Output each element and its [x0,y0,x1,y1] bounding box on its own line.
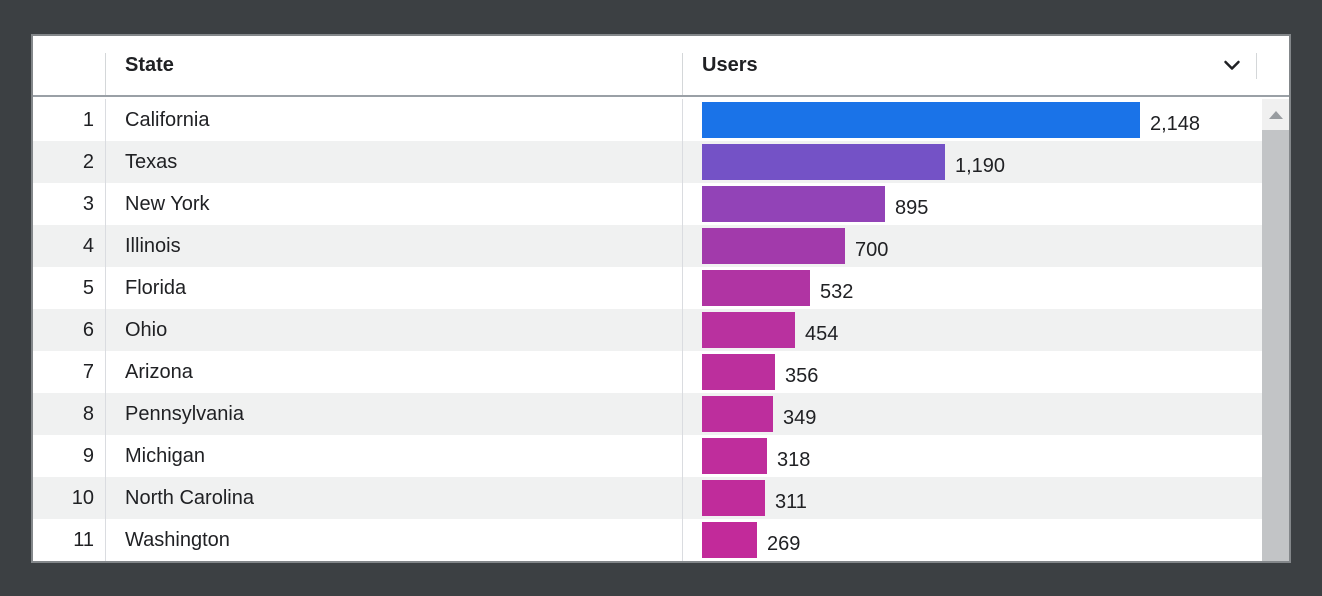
users-cell: 895 [683,183,1262,225]
rank-column-header [33,36,106,95]
table-row: 9 Michigan 318 [33,435,1262,477]
users-column-label: Users [702,54,758,76]
users-cell: 356 [683,351,1262,393]
rank-cell: 2 [33,141,106,183]
table-row: 1 California 2,148 [33,99,1262,141]
table-row: 4 Illinois 700 [33,225,1262,267]
users-value: 318 [777,448,811,471]
rank-cell: 10 [33,477,106,519]
users-cell: 311 [683,477,1262,519]
table-row: 8 Pennsylvania 349 [33,393,1262,435]
state-cell: Texas [106,141,683,183]
table-row: 3 New York 895 [33,183,1262,225]
table-row: 2 Texas 1,190 [33,141,1262,183]
table-row: 11 Washington 269 [33,519,1262,561]
table-row: 5 Florida 532 [33,267,1262,309]
state-cell: Arizona [106,351,683,393]
users-bar [702,270,810,306]
users-bar [702,522,757,558]
users-value: 2,148 [1150,112,1201,135]
users-bar [702,144,945,180]
rank-cell: 5 [33,267,106,309]
table-body: 1 California 2,148 2 Texas 1,190 3 New Y… [33,99,1262,561]
users-value: 356 [785,364,819,387]
users-bar [702,480,765,516]
rank-cell: 7 [33,351,106,393]
users-cell: 269 [683,519,1262,561]
users-cell: 1,190 [683,141,1262,183]
state-column-label: State [125,54,174,76]
state-cell: California [106,99,683,141]
state-cell: Florida [106,267,683,309]
rank-cell: 11 [33,519,106,561]
state-cell: Ohio [106,309,683,351]
users-cell: 318 [683,435,1262,477]
users-value: 269 [767,532,801,555]
users-cell: 2,148 [683,99,1262,141]
table-row: 10 North Carolina 311 [33,477,1262,519]
state-cell: Pennsylvania [106,393,683,435]
rank-cell: 9 [33,435,106,477]
users-bar [702,312,795,348]
state-cell: Washington [106,519,683,561]
users-column-menu-button[interactable] [1220,54,1244,78]
users-value: 532 [820,280,854,303]
users-bar [702,186,885,222]
state-cell: Michigan [106,435,683,477]
scroll-up-icon [1268,110,1283,119]
users-cell: 349 [683,393,1262,435]
scrollbar-thumb[interactable] [1262,130,1289,561]
users-bar [702,228,845,264]
users-bar [702,102,1140,138]
table-header: State Users [33,36,1289,97]
users-cell: 700 [683,225,1262,267]
table-row: 7 Arizona 356 [33,351,1262,393]
header-corner-spacer [1257,36,1289,95]
users-value: 700 [855,238,889,261]
users-value: 454 [805,322,839,345]
users-value: 311 [775,490,807,513]
data-table-card: State Users 1 California 2,148 2 Texas [33,36,1289,561]
state-cell: New York [106,183,683,225]
chevron-down-icon [1223,60,1241,71]
users-value: 349 [783,406,817,429]
rank-cell: 3 [33,183,106,225]
users-column-header: Users [683,36,1257,95]
users-bar [702,396,773,432]
users-cell: 454 [683,309,1262,351]
scroll-up-button[interactable] [1262,99,1289,130]
users-cell: 532 [683,267,1262,309]
table-row: 6 Ohio 454 [33,309,1262,351]
rank-cell: 4 [33,225,106,267]
state-column-header: State [106,36,683,95]
rank-cell: 8 [33,393,106,435]
rank-cell: 1 [33,99,106,141]
users-value: 895 [895,196,929,219]
users-bar [702,354,775,390]
users-value: 1,190 [955,154,1006,177]
state-cell: Illinois [106,225,683,267]
users-bar [702,438,767,474]
scrollbar[interactable] [1262,99,1289,561]
rank-cell: 6 [33,309,106,351]
state-cell: North Carolina [106,477,683,519]
